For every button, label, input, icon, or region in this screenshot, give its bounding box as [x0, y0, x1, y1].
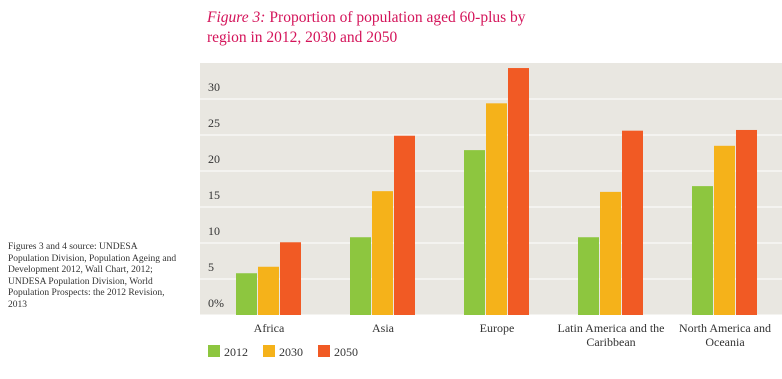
source-note: Figures 3 and 4 source: UNDESA Populatio…	[8, 242, 177, 310]
legend-swatch	[318, 345, 330, 357]
bar	[464, 150, 485, 315]
y-tick-label: 15	[208, 188, 220, 202]
bar	[508, 68, 529, 315]
bar	[714, 145, 735, 315]
legend-label: 2050	[334, 345, 358, 359]
bar	[486, 103, 507, 315]
bar	[622, 130, 643, 315]
y-tick-label: 0%	[208, 296, 224, 310]
bar	[394, 135, 415, 315]
y-tick-label: 30	[208, 80, 220, 94]
y-tick-label: 5	[208, 260, 214, 274]
bar	[258, 266, 279, 315]
y-tick-label: 10	[208, 224, 220, 238]
title-text: Proportion of population aged 60-plus by…	[207, 9, 526, 46]
x-tick-label: Africa	[253, 321, 285, 335]
bar	[692, 186, 713, 315]
legend-label: 2012	[224, 345, 248, 359]
bar	[372, 191, 393, 315]
bar	[350, 237, 371, 315]
chart-title: Figure 3: Proportion of population aged 6…	[207, 8, 567, 48]
figure-label: Figure 3:	[207, 9, 266, 26]
legend-swatch	[208, 345, 220, 357]
y-tick-label: 25	[208, 116, 220, 130]
bar	[280, 242, 301, 315]
x-tick-label: Europe	[479, 321, 515, 335]
x-tick-label: Latin America and the Caribbean	[557, 321, 665, 349]
x-tick-label: North America and Oceania	[679, 321, 771, 349]
bar	[600, 191, 621, 315]
bar	[236, 273, 257, 315]
x-tick-label: Asia	[372, 321, 394, 335]
bar	[736, 129, 757, 315]
y-tick-label: 20	[208, 152, 220, 166]
bar	[578, 237, 599, 315]
legend-swatch	[263, 345, 275, 357]
legend-label: 2030	[279, 345, 303, 359]
